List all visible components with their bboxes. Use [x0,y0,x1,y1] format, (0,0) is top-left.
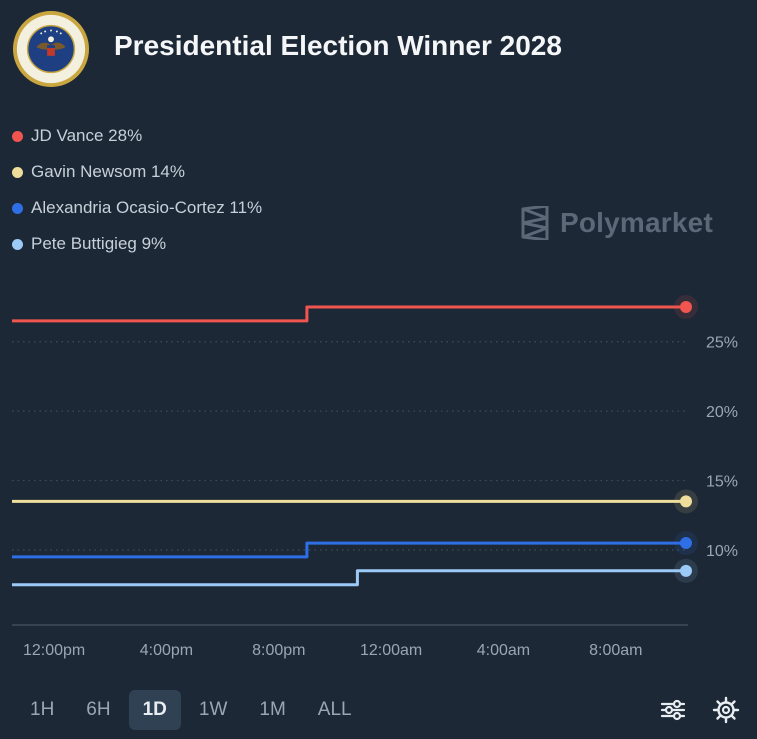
sliders-icon[interactable] [659,696,687,724]
legend-dot [12,130,23,142]
x-axis-labels: 12:00pm 4:00pm 8:00pm 12:00am 4:00am 8:00am [0,642,757,664]
page-title: Presidential Election Winner 2028 [114,30,562,61]
header [12,10,90,88]
x-tick-label: 4:00am [476,642,531,659]
x-tick-label: 8:00am [589,642,643,659]
gear-icon[interactable] [712,696,740,724]
series-line-3 [12,541,686,559]
y-tick-label: 20% [706,404,738,421]
brand-watermark: Polymarket [520,206,713,240]
x-tick-label: 8:00pm [252,642,306,659]
series-endpoint-4 [680,564,692,577]
series-endpoint-1 [680,301,692,313]
range-button-6h[interactable]: 6H [86,699,111,720]
y-tick-label: 25% [706,335,738,352]
range-button-1d[interactable]: 1D [128,690,181,730]
series-line-1 [12,305,686,323]
legend-label: Alexandria Ocasio-Cortez 11% [31,198,263,217]
legend-dot [12,202,23,214]
chart-legend: JD Vance 28% Gavin Newsom 14% Alexandria O… [12,118,262,262]
x-tick-label: 4:00pm [139,642,194,659]
x-tick-label: 12:00am [359,642,423,659]
y-tick-label: 10% [706,543,738,560]
legend-dot [12,166,23,178]
brand-name: Polymarket [560,207,713,238]
time-range-selector: 1H 6H 1D 1W 1M ALL [16,690,370,730]
legend-label: Pete Buttigieg 9% [31,234,167,253]
presidential-seal-icon [12,10,90,88]
legend-label: JD Vance 28% [31,126,143,145]
legend-item: Alexandria Ocasio-Cortez 11% [12,190,262,226]
range-button-all[interactable]: ALL [317,699,352,720]
legend-label: Gavin Newsom 14% [31,162,186,181]
range-button-1m[interactable]: 1M [259,699,286,720]
y-tick-label: 15% [706,474,738,491]
x-tick-label: 12:00pm [22,642,86,659]
legend-item: Pete Buttigieg 9% [12,226,262,262]
range-button-1w[interactable]: 1W [198,699,228,720]
series-endpoint-3 [680,537,692,550]
range-button-1h[interactable]: 1H [30,699,55,720]
legend-item: JD Vance 28% [12,118,262,154]
line-chart: 25% 20% 15% 10% [12,295,738,626]
series-endpoint-2 [680,495,692,508]
legend-dot [12,238,23,250]
legend-item: Gavin Newsom 14% [12,154,262,190]
series-line-4 [12,569,686,587]
polymarket-logo-icon [521,206,549,240]
